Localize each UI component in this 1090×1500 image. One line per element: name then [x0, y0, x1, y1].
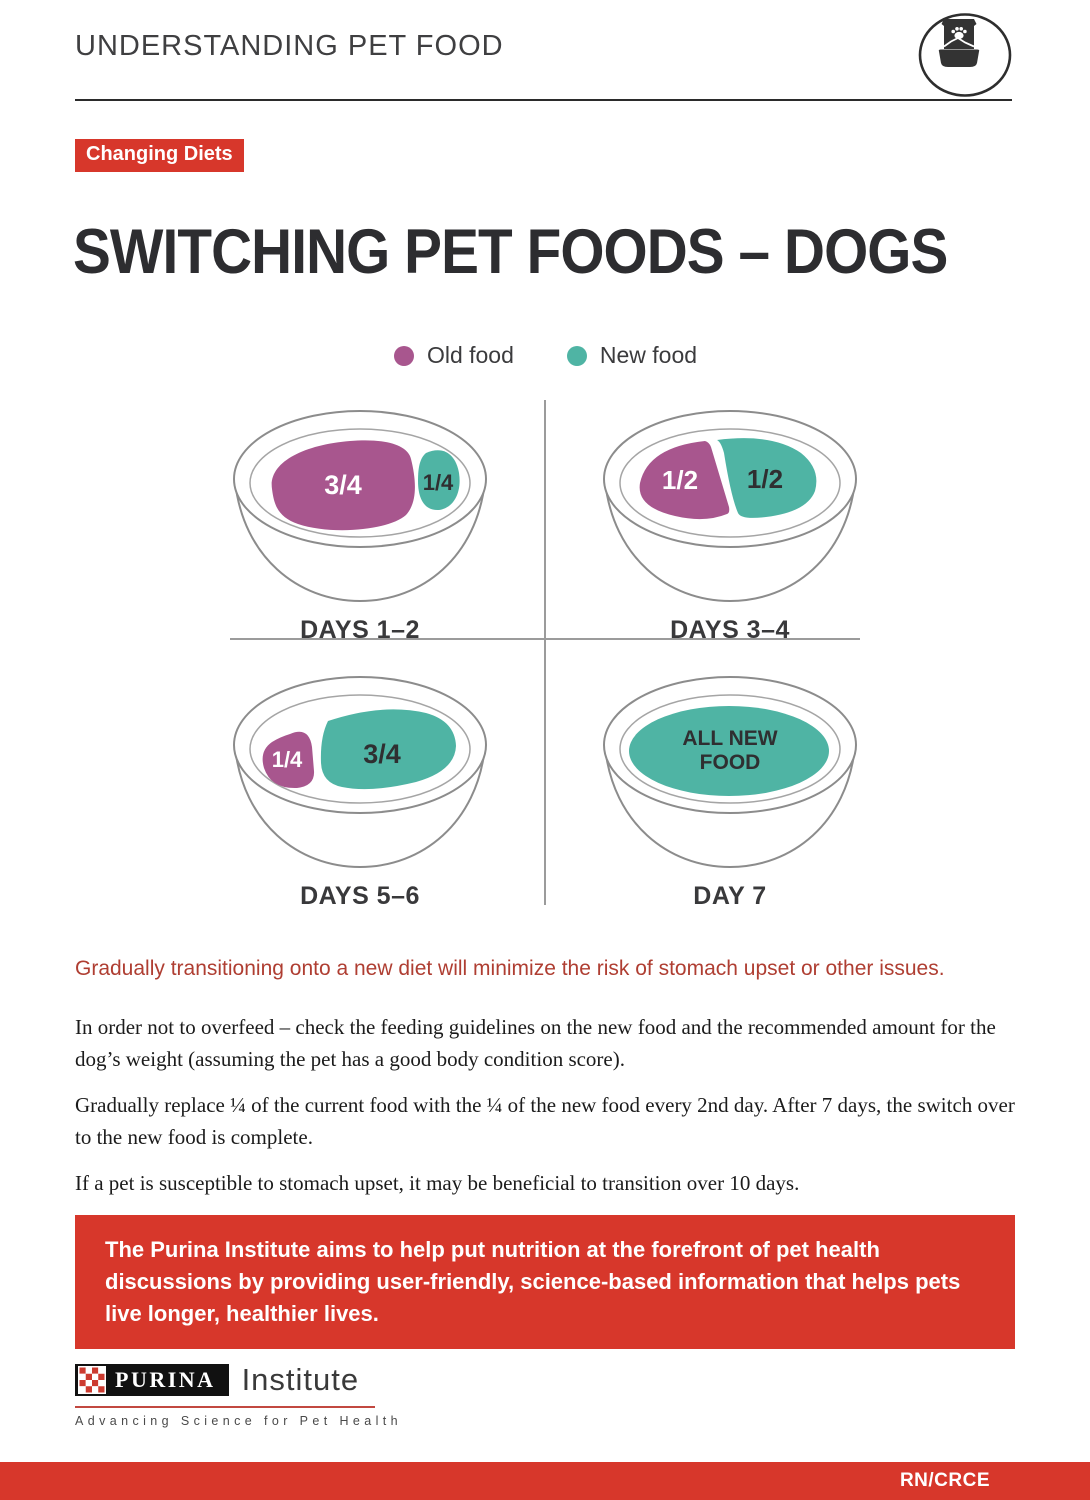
stage-label: DAYS 3–4 [670, 616, 790, 644]
purina-brand-text: PURINA [115, 1367, 216, 1392]
all-new-food-label-line1: ALL NEW [682, 727, 777, 750]
footer-code: RN/CRCE [899, 1470, 990, 1491]
footer-bar: RN/CRCE [0, 1462, 1090, 1500]
new-food-portion [717, 438, 817, 518]
new-fraction-label: 1/4 [423, 470, 454, 495]
bowl-days-1-2: 3/4 1/4 [233, 410, 487, 603]
diagram-horizontal-divider [230, 638, 860, 640]
old-food-portion [639, 441, 730, 520]
stage-label: DAYS 1–2 [300, 616, 420, 644]
new-fraction-label: 1/2 [747, 464, 783, 494]
stage-day-7: ALL NEW FOOD DAY 7 [580, 663, 880, 911]
stage-days-5-6: 1/4 3/4 DAYS 5–6 [210, 663, 510, 911]
purina-institute-banner: The Purina Institute aims to help put nu… [75, 1215, 1015, 1349]
institute-text: Institute [241, 1362, 360, 1397]
paragraph-overfeed: In order not to overfeed – check the fee… [75, 1015, 996, 1071]
new-food-dot-icon [566, 345, 587, 366]
purina-institute-logo: PURINA Institute Advancing Science for P… [75, 1362, 402, 1428]
paragraph-replace-quarter: Gradually replace ¼ of the current food … [75, 1093, 1015, 1149]
all-new-food-label-line2: FOOD [700, 751, 761, 774]
stage-days-3-4: 1/2 1/2 DAYS 3–4 [580, 397, 880, 645]
new-food-portion [320, 709, 456, 790]
header-divider [75, 99, 1012, 101]
purina-wordmark-box: PURINA [75, 1364, 229, 1396]
new-food-portion [629, 706, 829, 796]
old-food-dot-icon [393, 345, 414, 366]
old-food-portion [262, 731, 315, 789]
page-header-title: UNDERSTANDING PET FOOD [75, 30, 504, 62]
old-fraction-label: 1/2 [662, 465, 698, 495]
callout-text: Gradually transitioning onto a new diet … [75, 957, 945, 980]
page-title: SWITCHING PET FOODS – DOGS [73, 217, 948, 287]
legend-item-new-food: New food [566, 342, 697, 369]
transition-diagram: 3/4 1/4 DAYS 1–2 1/2 1/2 DAYS 3–4 [0, 395, 1090, 915]
legend-item-old-food: Old food [393, 342, 514, 369]
old-food-portion [271, 440, 415, 531]
section-badge: Changing Diets [75, 139, 244, 172]
stage-label: DAYS 5–6 [300, 882, 420, 910]
legend-label-new: New food [599, 342, 698, 368]
new-food-portion [418, 450, 460, 511]
pet-food-bag-bowl-icon [917, 11, 1013, 104]
legend-label-old: Old food [426, 342, 514, 368]
old-fraction-label: 1/4 [272, 747, 303, 772]
logo-divider-line [75, 1406, 375, 1408]
bowl-days-5-6: 1/4 3/4 [233, 676, 487, 869]
purina-checkerboard-icon [78, 1366, 106, 1394]
body-copy: In order not to overfeed – check the fee… [75, 1012, 1020, 1215]
bowl-day-7: ALL NEW FOOD [603, 676, 857, 869]
bowl-days-3-4: 1/2 1/2 [603, 410, 857, 603]
new-fraction-label: 3/4 [363, 739, 401, 769]
diagram-vertical-divider [544, 400, 546, 905]
old-fraction-label: 3/4 [324, 470, 362, 500]
logo-tagline: Advancing Science for Pet Health [75, 1414, 403, 1428]
legend: Old food New food [0, 342, 1090, 369]
paragraph-stomach-upset: If a pet is susceptible to stomach upset… [75, 1171, 800, 1195]
stage-days-1-2: 3/4 1/4 DAYS 1–2 [210, 397, 510, 645]
stage-label: DAY 7 [693, 882, 767, 910]
